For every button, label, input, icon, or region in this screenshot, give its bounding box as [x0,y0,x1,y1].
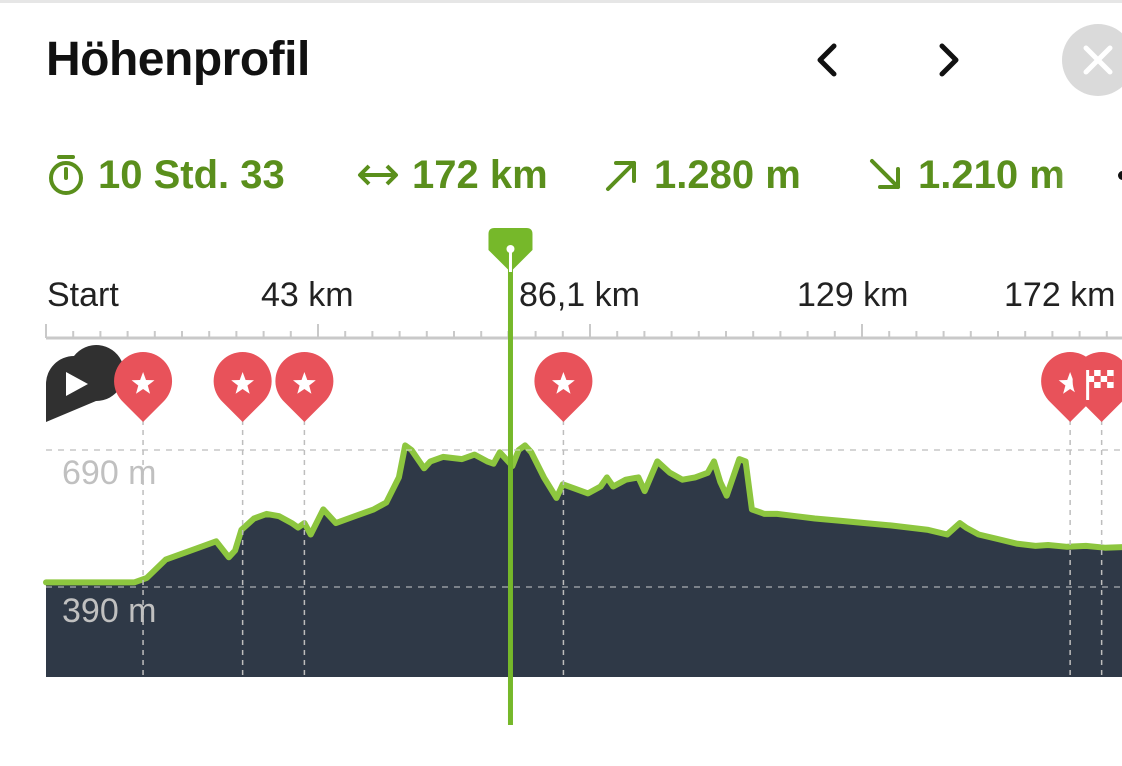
next-button[interactable] [926,38,970,82]
elevation-area [46,445,1122,677]
star-icon [552,372,575,394]
tick-label: 43 km [261,276,354,314]
distance-axis [45,324,1122,340]
page-title: Höhenprofil [46,33,310,86]
top-divider [0,0,1122,3]
tick-label: 86,1 km [519,276,640,314]
star-icon [231,372,254,394]
start-marker[interactable] [46,345,125,422]
elevation-label-390: 390 m [62,592,157,630]
tour-stats: 10 Std. 33 172 km 1.280 m 1.210 m [46,148,1122,202]
distance-stat: 172 km [356,148,548,202]
star-icon [1058,372,1082,394]
ascent-arrow-icon [602,155,642,195]
finish-marker[interactable] [1072,352,1122,422]
ascent-stat: 1.280 m [602,148,801,202]
highlight-marker[interactable] [213,352,272,422]
highlight-marker[interactable] [114,352,173,422]
stopwatch-icon [46,153,86,197]
position-cursor[interactable] [488,228,533,725]
highlight-marker[interactable] [275,352,334,422]
more-dots-icon [1117,170,1122,180]
waypoint-markers[interactable] [46,345,1122,422]
star-icon [131,372,155,394]
flag-check [1094,376,1101,382]
stats-fade [1056,148,1106,202]
flag-check [1087,370,1095,376]
tick-label: 129 km [797,276,909,314]
flag-check [1107,376,1114,382]
highlight-marker[interactable] [534,352,593,422]
star-icon [293,372,316,394]
flag-check [1100,370,1108,376]
tick-label: 172 km [1004,276,1116,314]
ascent-value: 1.280 m [654,152,801,197]
flag-check [1087,382,1095,388]
tick-label-start: Start [47,276,119,314]
elevation-label-690: 690 m [62,454,157,492]
waypoint-guides [46,420,1122,677]
chevron-right-icon [939,43,959,77]
chevron-left-icon [817,43,837,77]
descent-value: 1.210 m [918,152,1065,197]
previous-button[interactable] [806,38,850,82]
flag-check [1100,382,1108,388]
distance-value: 172 km [412,152,548,197]
duration-value: 10 Std. 33 [98,152,285,197]
distance-arrows-icon [356,160,400,190]
elevation-line [43,442,1122,586]
descent-stat: 1.210 m [866,148,1065,202]
more-button[interactable] [1106,148,1122,202]
close-icon [1083,45,1113,75]
close-button[interactable] [1062,24,1122,96]
play-icon [66,372,88,396]
descent-arrow-icon [866,155,906,195]
duration-stat: 10 Std. 33 [46,148,285,202]
